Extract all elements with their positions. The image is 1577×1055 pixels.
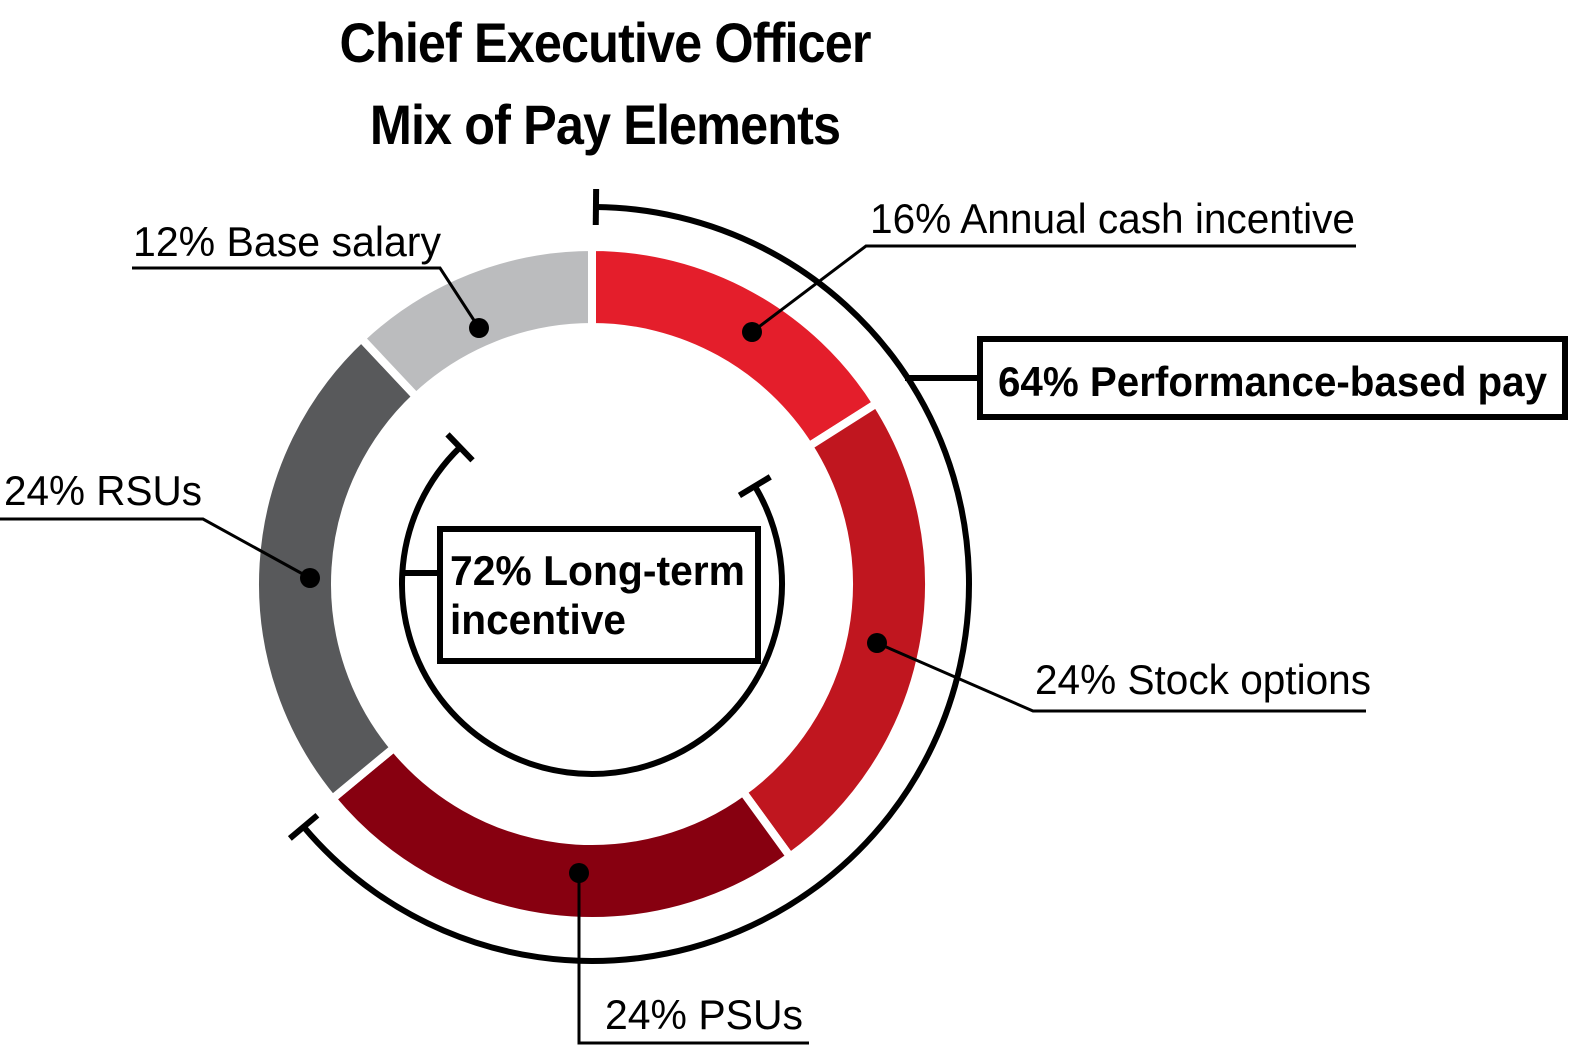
- base-salary-callout: 12% Base salary: [132, 218, 489, 338]
- annual-cash-callout: 16% Annual cash incentive: [742, 195, 1356, 342]
- performance-bracket-arc: [301, 204, 972, 964]
- long-term-bracket-tick-start: [737, 474, 772, 498]
- annual-cash-leader: [751, 244, 1356, 334]
- slice-annual-cash: [588, 242, 883, 452]
- stock-options-callout: 24% Stock options: [867, 633, 1371, 713]
- stock-options-dot: [867, 633, 887, 653]
- base-salary-leader: [132, 266, 481, 329]
- chart-title: Chief Executive Officer Mix of Pay Eleme…: [241, 2, 970, 166]
- rsus-label: 24% RSUs: [4, 467, 202, 514]
- rsus-leader: [0, 517, 311, 580]
- performance-box: [977, 336, 1568, 420]
- annual-cash-dot: [742, 322, 762, 342]
- base-salary-label: 12% Base salary: [133, 218, 441, 265]
- stock-options-label: 24% Stock options: [1035, 656, 1371, 703]
- psus-leader: [577, 873, 809, 1045]
- performance-label: 64% Performance-based pay: [998, 358, 1548, 405]
- stock-options-leader: [876, 641, 1366, 713]
- rsus-callout: 24% RSUs: [0, 467, 320, 588]
- rsus-dot: [300, 568, 320, 588]
- title-line-2: Mix of Pay Elements: [369, 93, 841, 156]
- long-term-bracket-tick-end: [445, 432, 475, 463]
- performance-bracket-tick-end: [287, 812, 320, 841]
- donut-slices: [251, 242, 933, 925]
- long-term-label-line-2: incentive: [450, 596, 626, 643]
- psus-callout: 24% PSUs: [569, 863, 809, 1045]
- psus-dot: [569, 863, 589, 883]
- slice-rsus: [251, 332, 422, 805]
- slice-stock-options: [737, 397, 933, 863]
- annual-cash-label: 16% Annual cash incentive: [870, 195, 1355, 242]
- base-salary-dot: [469, 318, 489, 338]
- title-line-1: Chief Executive Officer: [339, 11, 871, 74]
- long-term-label-line-1: 72% Long-term: [450, 547, 745, 594]
- psus-label: 24% PSUs: [605, 991, 803, 1038]
- long-term-box: [437, 526, 761, 664]
- long-term-bracket-arc: [399, 445, 785, 777]
